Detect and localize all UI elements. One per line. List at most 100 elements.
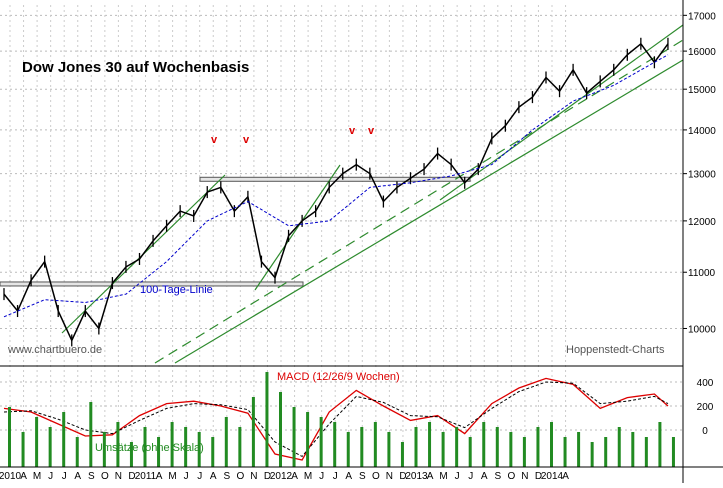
volume-bar — [658, 422, 662, 467]
volume-bar — [116, 422, 120, 467]
volume-bar — [197, 432, 201, 467]
volume-bar — [102, 432, 106, 467]
macd-tick-label: 200 — [697, 402, 714, 413]
volume-bar — [35, 417, 39, 467]
volume-bar — [143, 427, 147, 467]
labels: v vv v — [211, 125, 375, 146]
watermark-right: Hoppenstedt-Charts — [566, 344, 665, 356]
x-tick-label: S — [359, 471, 366, 482]
volume-bar — [129, 442, 133, 467]
volume-bar — [441, 432, 445, 467]
macd-title: MACD (12/26/9 Wochen) — [277, 371, 400, 383]
x-tick-label: 2010 — [0, 471, 22, 482]
volume-bar — [536, 427, 540, 467]
volume-bar — [468, 437, 472, 467]
volume-bar — [550, 422, 553, 467]
x-tick-label: S — [223, 471, 230, 482]
price-series — [3, 37, 669, 347]
x-tick-label: O — [236, 471, 244, 482]
volume-bar — [251, 397, 255, 467]
peak-marker: v — [243, 134, 250, 146]
x-tick-label: 2012 — [270, 471, 293, 482]
x-tick-label: J — [468, 471, 473, 482]
moving-average-label: 100-Tage-Linie — [140, 284, 213, 296]
x-tick-label: 2013 — [405, 471, 428, 482]
peak-marker: v — [368, 125, 375, 137]
y-tick-label: 15000 — [688, 85, 716, 96]
x-tick-label: D — [399, 471, 406, 482]
trendline — [154, 39, 684, 364]
x-tick-label: A — [345, 471, 352, 482]
x-tick-label: A — [291, 471, 298, 482]
volume-bar — [522, 437, 526, 467]
x-tick-label: J — [184, 471, 189, 482]
x-tick-label: J — [333, 471, 338, 482]
macd-tick-label: 0 — [702, 426, 708, 437]
x-tick-label: A — [20, 471, 27, 482]
x-tick-label: O — [101, 471, 109, 482]
volume-bar — [8, 407, 11, 467]
y-tick-label: 14000 — [688, 126, 716, 137]
x-tick-label: M — [168, 471, 176, 482]
chart-title: Dow Jones 30 auf Wochenbasis — [22, 59, 249, 76]
y-tick-label: 17000 — [688, 11, 716, 22]
trendlines — [61, 24, 684, 364]
x-tick-label: 2014 — [541, 471, 564, 482]
volume-bar — [306, 412, 310, 467]
volume-label: Umsätze (ohne Skala) — [95, 442, 204, 454]
x-tick-label: A — [481, 471, 488, 482]
x-tick-label: 2011 — [135, 471, 157, 482]
volume-bar — [604, 437, 608, 467]
volume-bar — [21, 432, 25, 467]
x-tick-label: J — [455, 471, 460, 482]
macd-tick-label: 400 — [697, 378, 714, 389]
x-tick-label: J — [319, 471, 324, 482]
volume-bar — [577, 432, 581, 467]
volume-bar — [89, 402, 93, 467]
price-weekly-line — [3, 42, 669, 343]
volume-bar — [373, 422, 377, 467]
volume-bar — [170, 422, 174, 467]
x-tick-label: M — [33, 471, 41, 482]
x-tick-label: S — [88, 471, 95, 482]
volume-bar — [455, 427, 459, 467]
trendline — [174, 59, 684, 364]
volume-bar — [319, 417, 323, 467]
x-tick-label: M — [439, 471, 447, 482]
x-tick-label: D — [128, 471, 135, 482]
volume-bar — [346, 432, 350, 467]
x-tick-label: N — [115, 471, 122, 482]
volume-bar — [495, 427, 499, 467]
watermark-left: www.chartbuero.de — [7, 344, 102, 356]
volume-bar — [400, 442, 404, 467]
volume-bar — [644, 437, 648, 467]
x-tick-label: D — [264, 471, 271, 482]
peak-marker: v — [349, 125, 356, 137]
x-tick-label: A — [210, 471, 217, 482]
volume-bar — [590, 442, 594, 467]
x-tick-label: M — [304, 471, 312, 482]
volume-bar — [265, 372, 269, 467]
volume-bar — [75, 437, 79, 467]
volume-bar — [617, 427, 621, 467]
volume-bar — [360, 427, 364, 467]
x-tick-label: J — [48, 471, 53, 482]
volume-bar — [387, 432, 391, 467]
volume-bar — [211, 437, 215, 467]
volume-bar — [62, 412, 66, 467]
volume-bar — [157, 437, 161, 467]
support-zone — [0, 281, 304, 287]
volume-bar — [631, 432, 635, 467]
y-tick-label: 16000 — [688, 47, 716, 58]
volume-bar — [279, 392, 282, 467]
grid — [0, 5, 683, 467]
x-tick-label: A — [74, 471, 81, 482]
volume-bars — [8, 372, 675, 467]
volume-bar — [671, 437, 675, 467]
x-tick-label: O — [372, 471, 380, 482]
volume-bar — [224, 417, 228, 467]
